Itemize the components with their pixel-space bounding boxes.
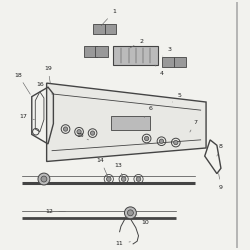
Text: 2: 2 bbox=[130, 39, 143, 48]
FancyBboxPatch shape bbox=[84, 46, 97, 57]
Circle shape bbox=[128, 210, 134, 216]
FancyBboxPatch shape bbox=[94, 24, 105, 34]
Text: 13: 13 bbox=[114, 163, 122, 176]
Polygon shape bbox=[35, 92, 44, 132]
Circle shape bbox=[90, 131, 95, 135]
Text: 14: 14 bbox=[97, 158, 108, 176]
Text: 18: 18 bbox=[14, 72, 30, 94]
Text: 11: 11 bbox=[116, 242, 130, 246]
FancyBboxPatch shape bbox=[105, 24, 116, 34]
Circle shape bbox=[159, 139, 164, 143]
FancyBboxPatch shape bbox=[111, 116, 150, 130]
Text: 4: 4 bbox=[155, 65, 164, 76]
FancyBboxPatch shape bbox=[162, 57, 174, 68]
Text: 7: 7 bbox=[190, 120, 197, 132]
Circle shape bbox=[77, 130, 81, 134]
Circle shape bbox=[64, 127, 68, 131]
Circle shape bbox=[38, 173, 50, 185]
Text: 8: 8 bbox=[217, 144, 223, 156]
Polygon shape bbox=[47, 83, 206, 162]
Text: 9: 9 bbox=[219, 174, 223, 190]
Text: 10: 10 bbox=[136, 214, 149, 225]
Text: 1: 1 bbox=[101, 9, 116, 26]
Circle shape bbox=[174, 140, 178, 145]
Circle shape bbox=[144, 136, 149, 141]
FancyBboxPatch shape bbox=[174, 57, 186, 68]
FancyBboxPatch shape bbox=[114, 46, 158, 65]
Circle shape bbox=[106, 177, 111, 181]
Text: 17: 17 bbox=[20, 114, 34, 119]
Text: 16: 16 bbox=[36, 82, 47, 90]
Text: 3: 3 bbox=[163, 47, 172, 56]
Text: 6: 6 bbox=[144, 106, 152, 117]
Text: 5: 5 bbox=[172, 93, 181, 102]
Text: 15: 15 bbox=[76, 133, 88, 140]
Circle shape bbox=[136, 177, 141, 181]
FancyBboxPatch shape bbox=[95, 46, 108, 57]
Text: 12: 12 bbox=[46, 209, 66, 214]
Circle shape bbox=[121, 177, 126, 181]
Circle shape bbox=[124, 207, 136, 219]
Text: 19: 19 bbox=[44, 66, 52, 83]
Circle shape bbox=[41, 176, 47, 182]
